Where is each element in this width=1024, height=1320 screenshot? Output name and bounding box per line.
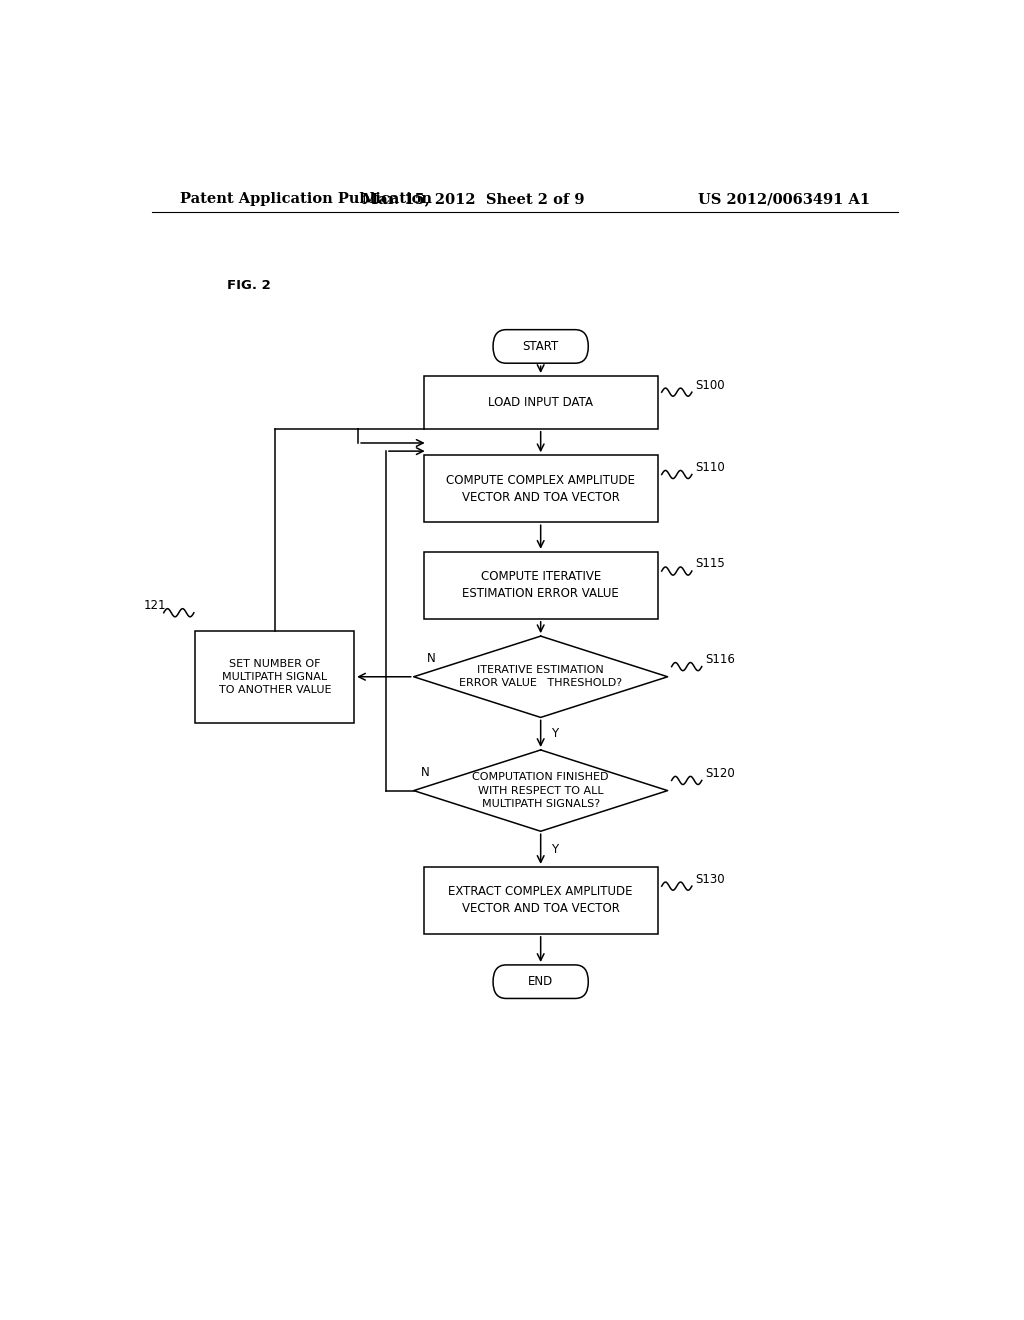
Text: S116: S116 xyxy=(705,653,735,667)
Text: ITERATIVE ESTIMATION
ERROR VALUE   THRESHOLD?: ITERATIVE ESTIMATION ERROR VALUE THRESHO… xyxy=(459,665,623,688)
FancyBboxPatch shape xyxy=(424,867,657,935)
Text: COMPUTATION FINISHED
WITH RESPECT TO ALL
MULTIPATH SIGNALS?: COMPUTATION FINISHED WITH RESPECT TO ALL… xyxy=(472,772,609,809)
Text: S100: S100 xyxy=(695,379,725,392)
Text: Mar. 15, 2012  Sheet 2 of 9: Mar. 15, 2012 Sheet 2 of 9 xyxy=(361,191,585,206)
Polygon shape xyxy=(414,750,668,832)
FancyBboxPatch shape xyxy=(494,965,588,998)
Polygon shape xyxy=(414,636,668,718)
Text: S120: S120 xyxy=(705,767,734,780)
Text: EXTRACT COMPLEX AMPLITUDE
VECTOR AND TOA VECTOR: EXTRACT COMPLEX AMPLITUDE VECTOR AND TOA… xyxy=(449,886,633,915)
Text: LOAD INPUT DATA: LOAD INPUT DATA xyxy=(488,396,593,409)
Text: S130: S130 xyxy=(695,873,725,886)
Text: FIG. 2: FIG. 2 xyxy=(227,279,271,292)
FancyBboxPatch shape xyxy=(424,455,657,523)
Text: Patent Application Publication: Patent Application Publication xyxy=(179,191,431,206)
FancyBboxPatch shape xyxy=(494,330,588,363)
Text: N: N xyxy=(427,652,435,665)
FancyBboxPatch shape xyxy=(424,376,657,429)
Text: SET NUMBER OF
MULTIPATH SIGNAL
TO ANOTHER VALUE: SET NUMBER OF MULTIPATH SIGNAL TO ANOTHE… xyxy=(218,659,331,694)
Text: US 2012/0063491 A1: US 2012/0063491 A1 xyxy=(698,191,870,206)
Text: S110: S110 xyxy=(695,461,725,474)
Text: END: END xyxy=(528,975,553,989)
FancyBboxPatch shape xyxy=(424,552,657,619)
Text: COMPUTE ITERATIVE
ESTIMATION ERROR VALUE: COMPUTE ITERATIVE ESTIMATION ERROR VALUE xyxy=(462,570,620,601)
FancyBboxPatch shape xyxy=(196,631,354,722)
Text: Y: Y xyxy=(551,727,558,741)
Text: N: N xyxy=(421,766,430,779)
Text: S115: S115 xyxy=(695,557,725,570)
Text: START: START xyxy=(522,341,559,352)
Text: Y: Y xyxy=(551,842,558,855)
Text: 121: 121 xyxy=(143,599,166,612)
Text: COMPUTE COMPLEX AMPLITUDE
VECTOR AND TOA VECTOR: COMPUTE COMPLEX AMPLITUDE VECTOR AND TOA… xyxy=(446,474,635,504)
